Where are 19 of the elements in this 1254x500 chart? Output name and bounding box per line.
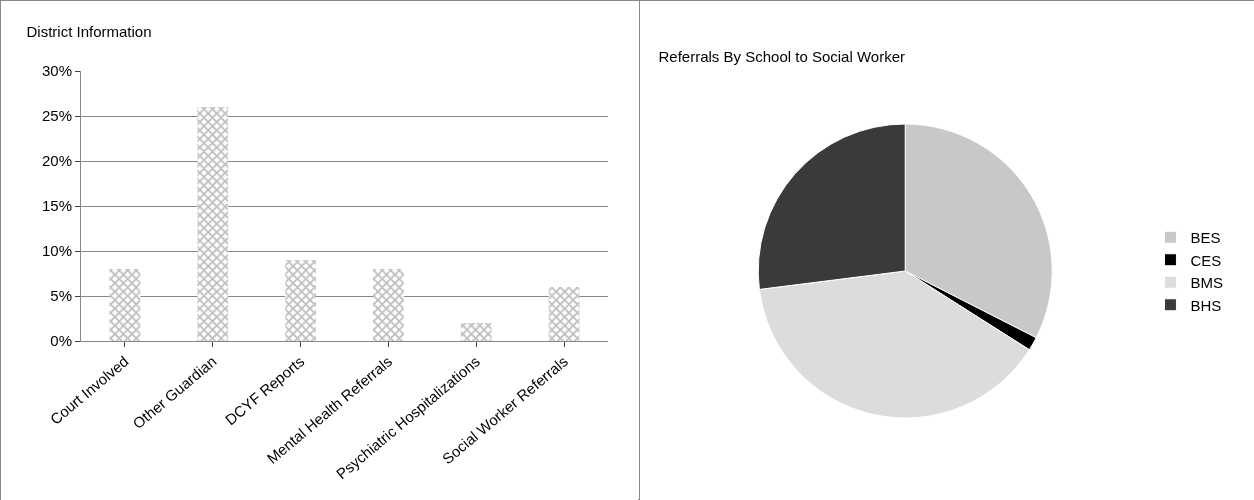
y-tick-label: 25% [41,107,72,125]
y-tick-label: 0% [50,332,72,350]
legend-label: BHS [1190,296,1222,314]
legend-label: BMS [1190,274,1223,292]
chart-title: Referrals By School to Social Worker [658,47,905,65]
bar [285,260,316,341]
bar [373,269,404,341]
legend-label: BES [1190,229,1221,247]
y-tick-label: 20% [41,152,72,170]
bar [109,269,141,341]
chart-title: District Information [26,22,152,40]
y-tick-label: 10% [41,242,72,260]
y-tick-label: 30% [41,62,72,80]
y-tick-label: 15% [41,197,72,215]
bar [548,287,580,341]
legend-label: CES [1190,251,1222,269]
bar [460,323,492,341]
bar [197,107,229,341]
y-tick-label: 5% [50,287,72,305]
